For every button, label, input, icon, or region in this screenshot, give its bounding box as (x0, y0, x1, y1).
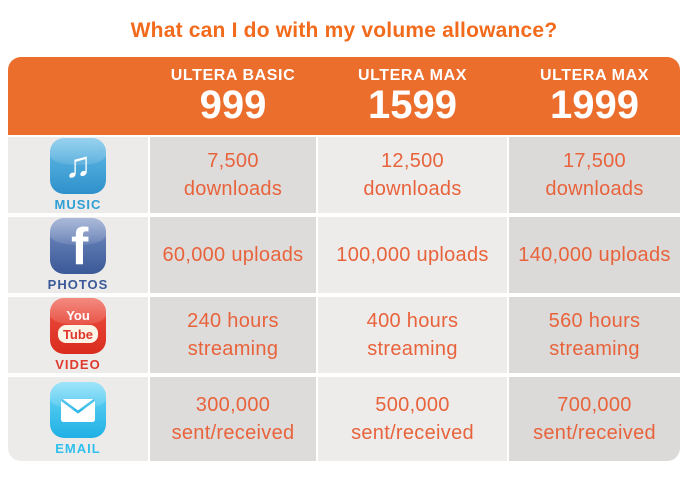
row-label-music: MUSIC (54, 197, 102, 212)
allowance-cell-video-max1999: 560 hours streaming (509, 297, 680, 373)
allowance-value: 560 hours (548, 309, 641, 332)
allowance-cell-email-max1999: 700,000 sent/received (509, 377, 680, 461)
music-note-icon: ♫ (50, 138, 106, 194)
music-note-glyph: ♫ (64, 143, 92, 185)
plan-name: ULTERA BASIC (170, 66, 296, 84)
page-title: What can I do with my volume allowance? (130, 19, 558, 42)
allowance-unit: downloads (363, 178, 462, 200)
allowance-unit: sent/received (171, 422, 295, 444)
facebook-f-glyph: f (71, 218, 89, 274)
allowance-unit: sent/received (533, 422, 656, 444)
allowance-cell-photos-basic: 60,000 uploads (150, 217, 316, 293)
allowance-unit: streaming (549, 338, 640, 360)
row-label-video: VIDEO (55, 357, 101, 372)
allowance-table: ULTERA BASIC 999 ULTERA MAX 1599 ULTERA … (8, 57, 680, 461)
row-header-video: You Tube VIDEO (8, 297, 148, 373)
facebook-icon: f (50, 218, 106, 274)
allowance-unit: downloads (545, 178, 644, 200)
plan-name: ULTERA MAX (539, 66, 650, 84)
youtube-you-text: You (66, 308, 90, 323)
plan-header-ultera-max-1999: ULTERA MAX 1999 (509, 67, 680, 126)
row-header-music: ♫ MUSIC (8, 137, 148, 213)
allowance-value: 400 hours (366, 309, 459, 332)
plan-header-ultera-max-1599: ULTERA MAX 1599 (318, 67, 507, 126)
plan-name: ULTERA MAX (357, 66, 468, 84)
allowance-value: 7,500 (207, 149, 259, 172)
row-header-email: EMAIL (8, 377, 148, 461)
row-label-photos: PHOTOS (47, 277, 109, 292)
allowance-cell-email-basic: 300,000 sent/received (150, 377, 316, 461)
plan-header-ultera-basic: ULTERA BASIC 999 (150, 67, 316, 126)
envelope-glyph (61, 398, 95, 422)
allowance-cell-photos-max1999: 140,000 uploads (509, 217, 680, 293)
allowance-value: 17,500 (563, 149, 626, 172)
allowance-cell-music-basic: 7,500 downloads (150, 137, 316, 213)
allowance-value: 100,000 uploads (336, 243, 489, 266)
email-envelope-icon (50, 382, 106, 438)
plan-volume: 1599 (368, 82, 457, 127)
plan-volume: 999 (199, 82, 267, 127)
allowance-value: 700,000 (557, 393, 632, 416)
allowance-value: 60,000 uploads (162, 243, 304, 266)
allowance-unit: streaming (367, 338, 458, 360)
allowance-value: 140,000 uploads (518, 243, 671, 266)
allowance-value: 12,500 (381, 149, 444, 172)
allowance-unit: sent/received (351, 422, 474, 444)
allowance-cell-music-max1599: 12,500 downloads (318, 137, 507, 213)
allowance-unit: streaming (187, 338, 279, 360)
allowance-cell-music-max1999: 17,500 downloads (509, 137, 680, 213)
allowance-value: 500,000 (375, 393, 450, 416)
allowance-cell-photos-max1599: 100,000 uploads (318, 217, 507, 293)
plan-volume: 1999 (550, 82, 639, 127)
allowance-cell-video-max1599: 400 hours streaming (318, 297, 507, 373)
row-label-email: EMAIL (55, 441, 101, 456)
allowance-cell-email-max1599: 500,000 sent/received (318, 377, 507, 461)
allowance-unit: downloads (183, 178, 283, 200)
youtube-icon: You Tube (50, 298, 106, 354)
allowance-value: 300,000 (195, 393, 271, 416)
table-header-row: ULTERA BASIC 999 ULTERA MAX 1599 ULTERA … (8, 57, 680, 135)
youtube-tube-text: Tube (57, 325, 99, 343)
table-body: ♫ MUSIC 7,500 downloads 12,500 downloads… (8, 137, 680, 461)
allowance-value: 240 hours (187, 309, 279, 332)
allowance-cell-video-basic: 240 hours streaming (150, 297, 316, 373)
row-header-photos: f PHOTOS (8, 217, 148, 293)
